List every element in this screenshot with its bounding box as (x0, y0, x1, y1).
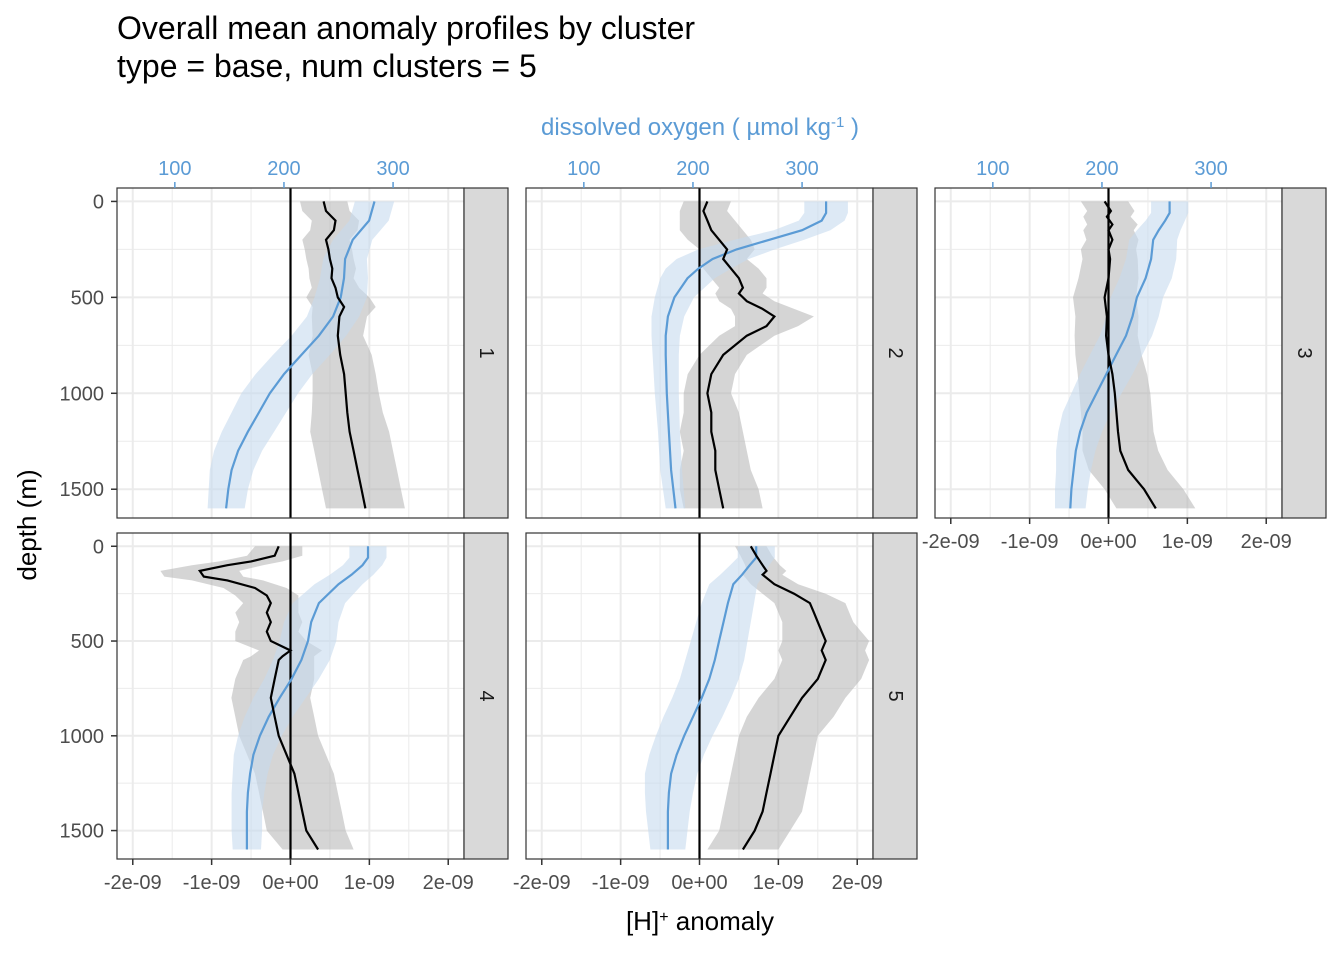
oxygen-line-1 (225, 201, 376, 509)
x-axis-tick-label: 2e-09 (1241, 531, 1292, 553)
panel-plot-area-4 (160, 533, 387, 859)
x-axis-tick-label: 0e+00 (671, 872, 727, 894)
oxygen-band-5 (644, 546, 775, 850)
top-axis-tick-label: 100 (567, 158, 600, 180)
facet-strip-4 (463, 532, 509, 860)
top-axis-tick-label: 100 (158, 158, 191, 180)
facet-strip-1 (463, 187, 509, 519)
panel-plot-area-3 (1055, 188, 1196, 518)
h-anomaly-line-5 (741, 545, 827, 851)
chart-subtitle: type = base, num clusters = 5 (117, 48, 537, 84)
panel-plot-area-1 (207, 188, 405, 518)
x-axis-tick-label: 0e+00 (262, 872, 318, 894)
h-anomaly-line-2 (702, 200, 777, 509)
y-axis-title: depth (m) (12, 469, 42, 580)
top-axis-tick-label: 300 (785, 158, 818, 180)
x-axis-title: [H]+ anomaly (626, 906, 774, 936)
h-anomaly-line-4 (197, 545, 320, 851)
x-axis-tick-label: 1e-09 (753, 872, 804, 894)
oxygen-line-4 (245, 546, 370, 850)
oxygen-line-3 (1069, 201, 1171, 509)
panel-5: 5 -2e-09 -1e-09 0e+00 1e-09 2e-09 (513, 532, 918, 894)
facet-strip-label: 4 (475, 690, 497, 701)
facet-strip-label: 3 (1293, 347, 1315, 358)
y-axis-tick-label: 1000 (60, 383, 105, 405)
top-axis-tick-label: 200 (267, 158, 300, 180)
panel-4: 4 -2e-09 -1e-09 0e+00 1e-09 2e-09 0 500 1000 1500 (60, 532, 509, 894)
y-axis-tick-label: 1000 (60, 726, 105, 748)
chart-title: Overall mean anomaly profiles by cluster (117, 10, 696, 46)
facet-strip-3 (1281, 187, 1327, 519)
facet-strip-label: 2 (884, 347, 906, 358)
top-axis-tick-label: 100 (976, 158, 1009, 180)
x-axis-tick-label: 1e-09 (344, 872, 395, 894)
y-axis-tick-label: 1500 (60, 479, 105, 501)
x-axis-tick-label: 0e+00 (1080, 531, 1136, 553)
panel-plot-area-5 (644, 533, 870, 859)
h-anomaly-line-1 (322, 201, 367, 509)
top-axis-tick-label: 200 (676, 158, 709, 180)
panel-1: 1 100 200 300 0 500 1000 1500 (60, 158, 509, 519)
top-axis-tick-label: 300 (376, 158, 409, 180)
facet-strip-label: 5 (884, 690, 906, 701)
oxygen-band-3 (1055, 201, 1189, 509)
facet-strip-5 (872, 532, 918, 860)
x-axis-tick-label: -1e-09 (1001, 531, 1059, 553)
x-axis-tick-label: 2e-09 (423, 872, 474, 894)
x-axis-tick-label: -2e-09 (104, 872, 162, 894)
y-axis-tick-label: 500 (71, 631, 104, 653)
top-axis-title: dissolved oxygen ( µmol kg-1 ) (541, 114, 859, 142)
y-axis-tick-label: 500 (71, 287, 104, 309)
y-axis-tick-label: 1500 (60, 821, 105, 843)
x-axis-tick-label: 2e-09 (832, 872, 883, 894)
top-axis-tick-label: 300 (1194, 158, 1227, 180)
panel-2: 2 100 200 300 (525, 158, 918, 519)
x-axis-tick-label: -2e-09 (513, 872, 571, 894)
x-axis-tick-label: -1e-09 (183, 872, 241, 894)
facet-strip-label: 1 (475, 347, 497, 358)
x-axis-tick-label: -1e-09 (592, 872, 650, 894)
y-axis-tick-label: 0 (93, 536, 104, 558)
h-anomaly-line-3 (1103, 200, 1157, 509)
top-axis-tick-label: 200 (1085, 158, 1118, 180)
oxygen-line-5 (666, 546, 758, 850)
panel-3: 3 100 200 300 -2e-09 -1e-09 0e+00 1e-09 2e-09 (922, 158, 1327, 553)
facet-strip-2 (872, 187, 918, 519)
oxygen-line-2 (664, 201, 828, 509)
x-axis-tick-label: -2e-09 (922, 531, 980, 553)
panel-plot-area-2 (651, 188, 848, 518)
y-axis-tick-label: 0 (93, 191, 104, 213)
x-axis-tick-label: 1e-09 (1162, 531, 1213, 553)
h-anomaly-band-5 (707, 546, 870, 850)
